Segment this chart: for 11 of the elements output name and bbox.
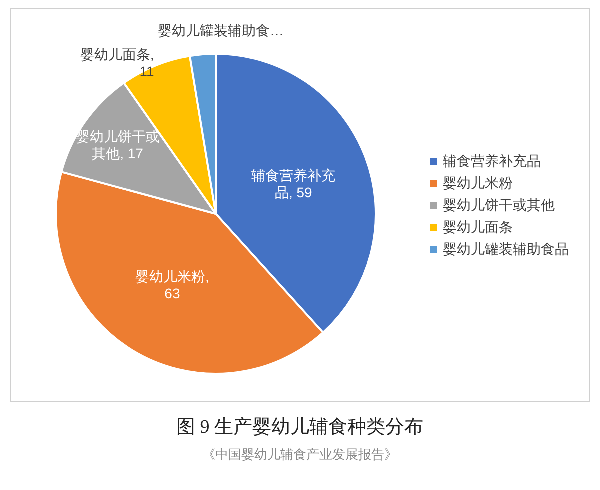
- data-label: 婴幼儿罐装辅助食…: [158, 22, 284, 39]
- legend-label: 婴幼儿面条: [443, 218, 513, 237]
- legend-label: 辅食营养补充品: [443, 152, 541, 171]
- text: 《中国婴幼儿辅食产业发展报告》: [202, 446, 398, 464]
- legend-label: 婴幼儿罐装辅助食品: [443, 240, 569, 259]
- data-label: 婴幼儿米粉, 63: [136, 268, 210, 302]
- text: 图 9 生产婴幼儿辅食种类分布: [176, 416, 424, 440]
- data-label: 婴幼儿饼干或其他, 17: [76, 128, 160, 162]
- legend-label: 婴幼儿米粉: [443, 174, 513, 193]
- legend-label: 婴幼儿饼干或其他: [443, 196, 555, 215]
- data-label: 辅食营养补充品, 59: [252, 168, 336, 201]
